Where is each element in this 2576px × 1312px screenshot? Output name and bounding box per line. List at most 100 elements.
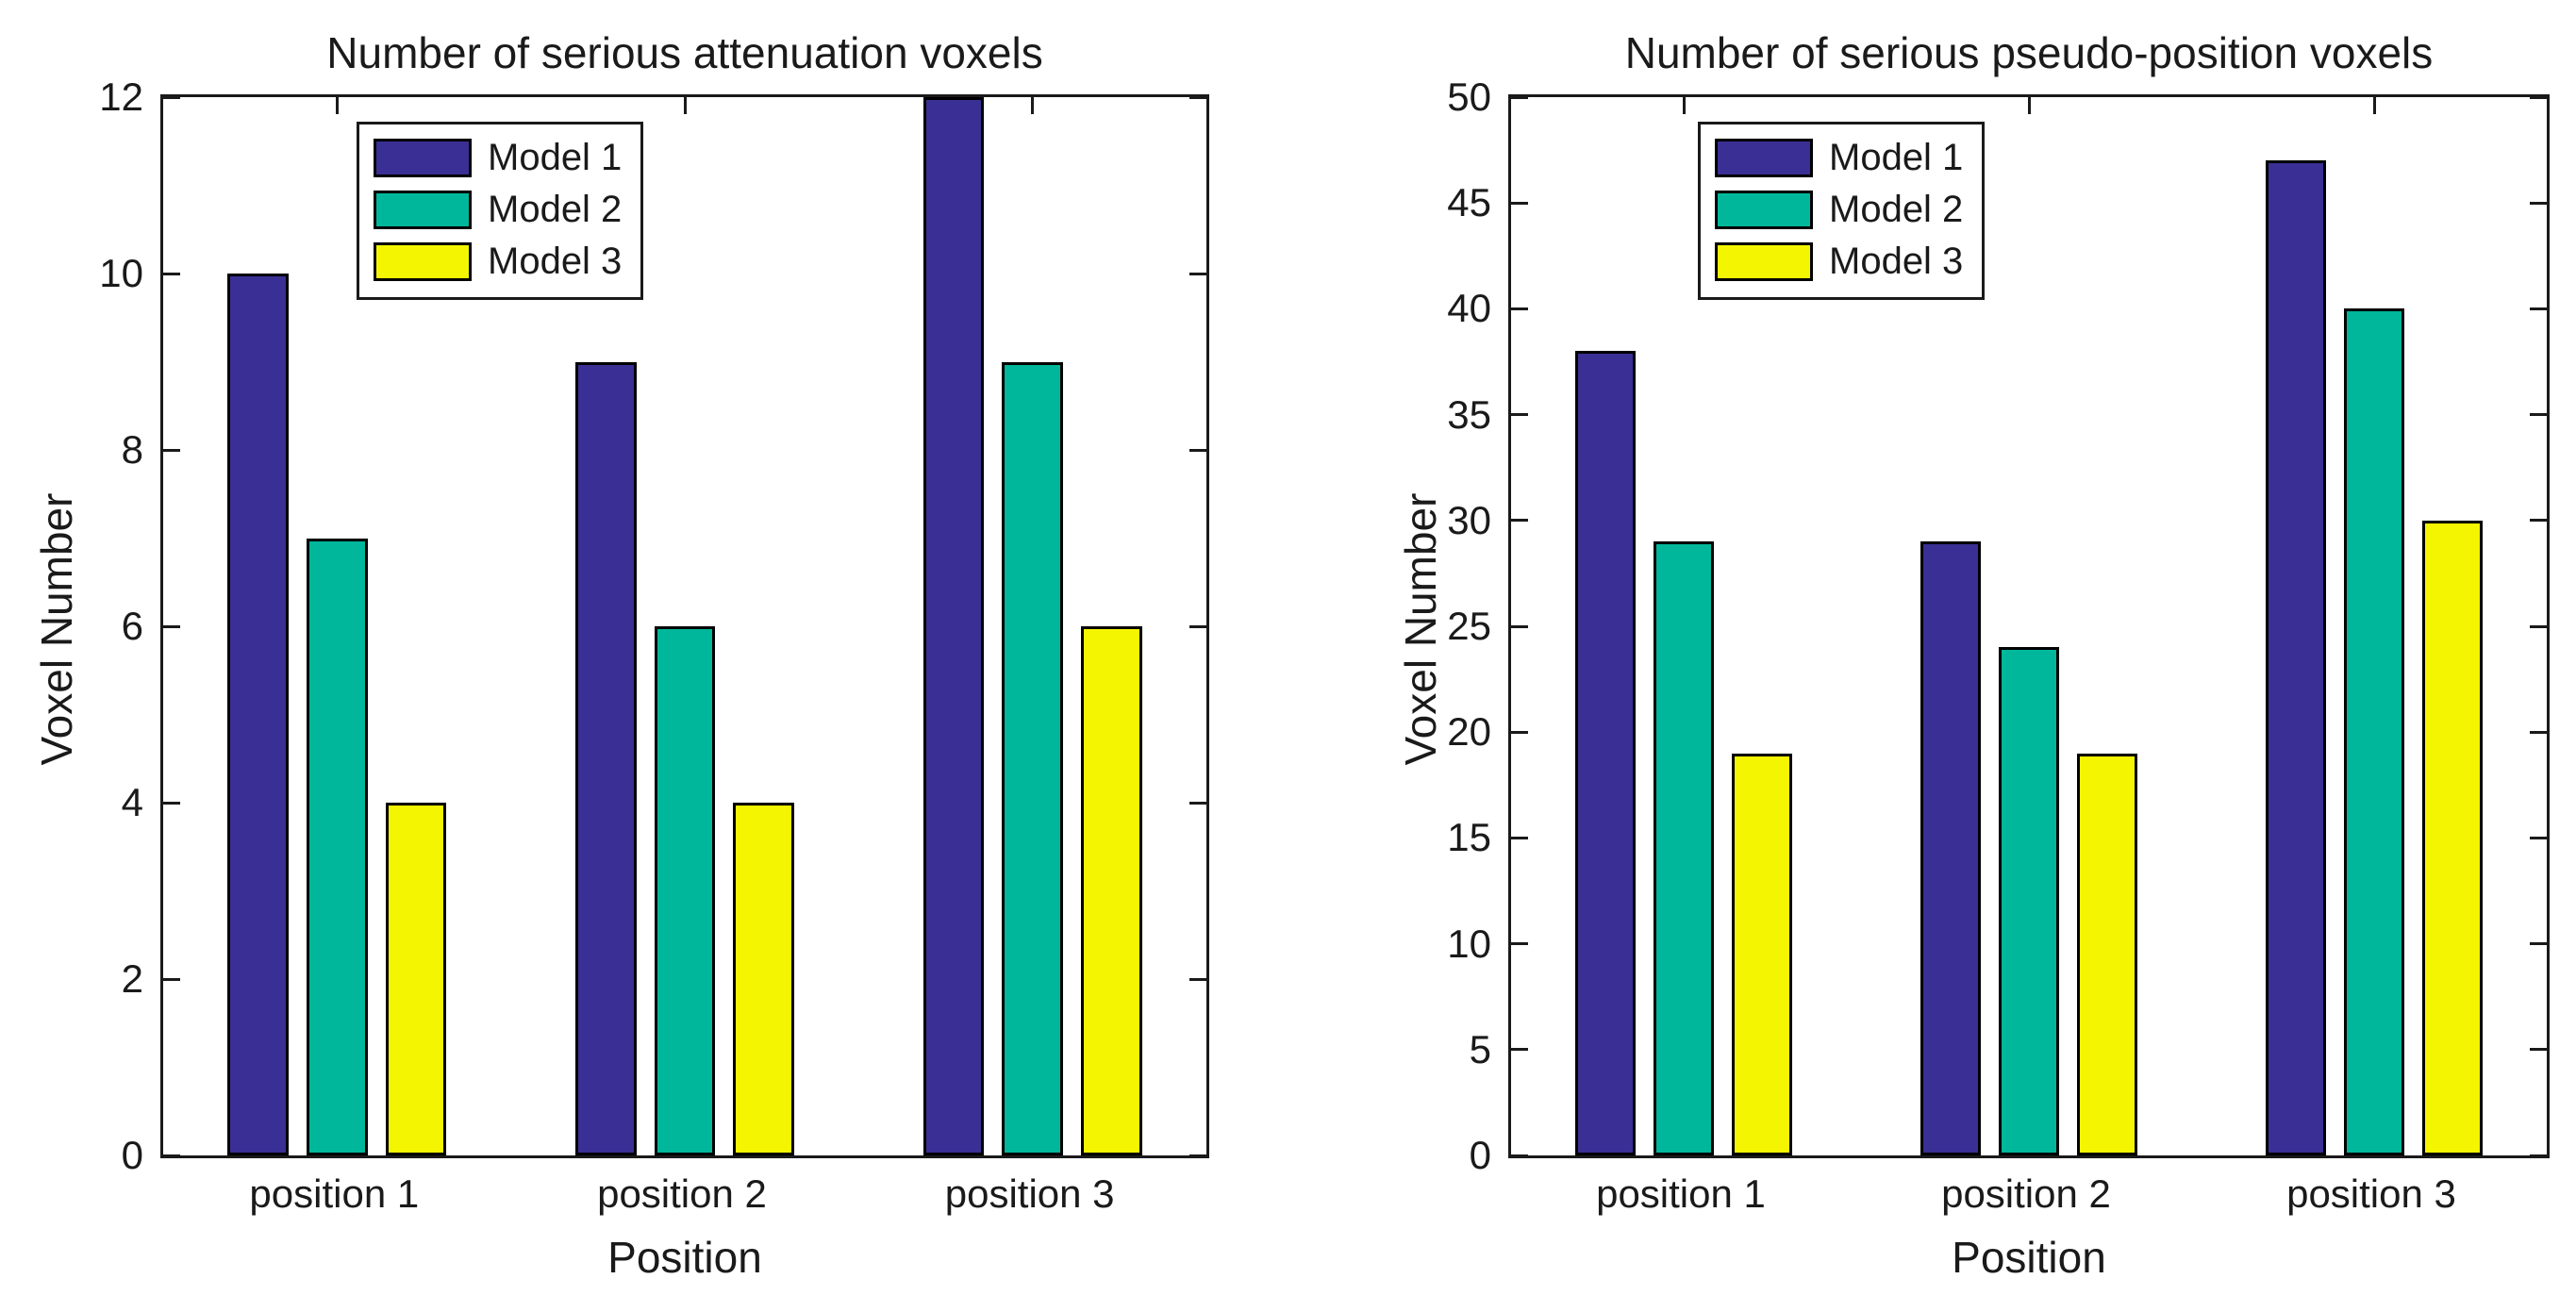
legend-label: Model 2 [1829, 189, 1964, 230]
y-tick-label: 25 [1447, 604, 1491, 648]
y-tick-mark-right [2530, 730, 2547, 734]
legend-swatch [1715, 190, 1813, 229]
y-tick-label: 20 [1447, 709, 1491, 755]
y-tick-mark [163, 801, 180, 805]
x-tick-mark-top [335, 97, 339, 114]
y-tick-label: 8 [121, 427, 143, 472]
y-tick-label: 15 [1447, 815, 1491, 860]
pseudo-position-bar-chart: Number of serious pseudo-position voxels… [1288, 0, 2576, 1312]
y-tick-label: 10 [99, 251, 143, 295]
x-tick-label: position 3 [2286, 1171, 2456, 1216]
y-tick-mark [1511, 1154, 1528, 1157]
y-tick-mark [163, 272, 180, 275]
y-tick-mark-right [1189, 95, 1206, 99]
y-tick-label: 45 [1447, 180, 1491, 225]
x-tick-label: position 3 [944, 1171, 1115, 1216]
legend-swatch [374, 138, 472, 177]
chart-title: Number of serious attenuation voxels [326, 28, 1043, 77]
bar-model-3-position-3 [1081, 626, 1142, 1155]
x-tick-label: position 1 [1596, 1171, 1766, 1216]
x-tick-mark-top [1682, 97, 1686, 114]
bar-model-2-position-1 [307, 538, 368, 1155]
x-tick-mark-top [2372, 97, 2376, 114]
y-tick-mark [1511, 624, 1528, 628]
legend-label: Model 1 [488, 137, 623, 178]
y-tick-label: 5 [1469, 1026, 1491, 1071]
y-tick-mark [163, 448, 180, 452]
legend-swatch [1715, 241, 1813, 281]
y-tick-mark [1511, 413, 1528, 417]
y-tick-mark-right [1189, 272, 1206, 275]
bar-model-1-position-3 [2265, 160, 2326, 1155]
legend-item: Model 1 [1715, 137, 1963, 178]
x-axis-label: Position [1952, 1233, 2106, 1282]
y-tick-label: 4 [121, 780, 143, 824]
y-tick-mark-right [2530, 519, 2547, 523]
bar-model-1-position-1 [1574, 351, 1636, 1155]
y-tick-label: 0 [1469, 1133, 1491, 1177]
y-tick-label: 35 [1447, 391, 1491, 437]
bar-model-1-position-2 [1920, 541, 1981, 1155]
y-tick-mark-right [2530, 1154, 2547, 1157]
y-tick-mark-right [2530, 201, 2547, 205]
bar-model-2-position-2 [1998, 647, 2060, 1155]
legend: Model 1 Model 2 Model 3 [1698, 122, 1986, 300]
y-tick-mark [1511, 201, 1528, 205]
bar-model-3-position-1 [385, 803, 447, 1155]
bar-model-2-position-3 [1002, 361, 1063, 1155]
y-tick-mark [1511, 519, 1528, 523]
plot-area: Model 1 Model 2 Model 3 [160, 94, 1209, 1158]
y-tick-mark-right [1189, 801, 1206, 805]
y-tick-mark [1511, 1048, 1528, 1052]
y-tick-mark-right [2530, 1048, 2547, 1052]
y-tick-mark-right [1189, 624, 1206, 628]
x-tick-label: position 1 [249, 1171, 420, 1216]
chart-title: Number of serious pseudo-position voxels [1624, 28, 2434, 77]
legend-label: Model 3 [488, 241, 623, 282]
legend-item: Model 2 [374, 189, 622, 230]
y-tick-mark [1511, 730, 1528, 734]
y-tick-label: 6 [121, 604, 143, 648]
y-tick-mark [1511, 836, 1528, 839]
x-tick-mark-top [683, 97, 687, 114]
y-tick-label: 30 [1447, 497, 1491, 542]
x-tick-mark-top [1031, 97, 1035, 114]
x-tick-label: position 2 [597, 1171, 767, 1216]
bar-model-2-position-1 [1653, 541, 1715, 1155]
legend-swatch [374, 190, 472, 229]
bar-model-3-position-3 [2422, 520, 2484, 1155]
y-tick-mark [163, 1154, 180, 1157]
y-tick-mark-right [2530, 836, 2547, 839]
y-tick-mark-right [1189, 1154, 1206, 1157]
y-tick-mark [1511, 307, 1528, 310]
y-tick-mark [1511, 942, 1528, 946]
y-tick-label: 10 [1447, 921, 1491, 966]
y-tick-label: 40 [1447, 286, 1491, 331]
y-tick-label: 50 [1447, 75, 1491, 119]
y-tick-mark-right [2530, 413, 2547, 417]
y-tick-mark-right [1189, 977, 1206, 981]
y-tick-mark [1511, 95, 1528, 99]
bar-model-1-position-3 [922, 97, 985, 1155]
legend: Model 1 Model 2 Model 3 [357, 122, 644, 300]
y-tick-label: 12 [99, 75, 143, 119]
bar-model-3-position-1 [1732, 753, 1793, 1155]
x-axis-label: Position [607, 1233, 762, 1282]
y-tick-mark [163, 95, 180, 99]
legend-swatch [374, 241, 472, 281]
bar-model-1-position-2 [575, 361, 637, 1155]
bar-model-2-position-2 [654, 626, 716, 1155]
y-tick-mark-right [2530, 942, 2547, 946]
bar-model-3-position-2 [733, 803, 794, 1155]
attenuation-bar-chart: Number of serious attenuation voxels Vox… [32, 28, 1209, 1282]
y-tick-mark [163, 624, 180, 628]
plot-area: Model 1 Model 2 Model 3 [1508, 94, 2550, 1158]
legend-swatch [1715, 138, 1813, 177]
y-tick-mark-right [2530, 95, 2547, 99]
x-tick-mark-top [2027, 97, 2031, 114]
bar-model-1-position-1 [227, 274, 289, 1155]
bar-model-3-position-2 [2077, 753, 2138, 1155]
x-tick-label: position 2 [1941, 1171, 2111, 1216]
legend-label: Model 3 [1829, 241, 1964, 282]
legend-label: Model 1 [1829, 137, 1964, 178]
